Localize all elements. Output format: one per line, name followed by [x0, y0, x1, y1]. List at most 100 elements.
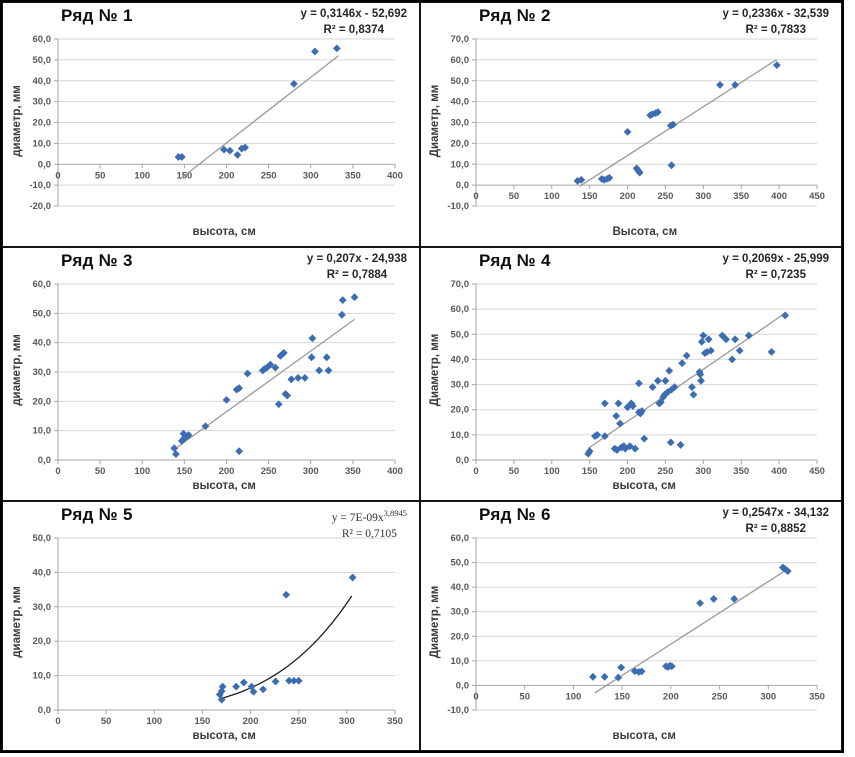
y-tick-label: 20,0 — [33, 636, 52, 647]
r-squared-text: R² = 0,8852 — [745, 523, 806, 535]
y-tick-label: 20,0 — [451, 631, 470, 642]
y-tick-label: 50,0 — [451, 329, 470, 340]
y-tick-label: 0,0 — [456, 455, 469, 466]
data-point-marker — [665, 366, 674, 375]
x-tick-label: 200 — [243, 716, 259, 727]
y-tick-label: 60,0 — [33, 34, 52, 45]
x-tick-label: 250 — [712, 691, 728, 702]
y-axis-title: диаметр, мм — [11, 84, 23, 157]
x-tick-label: 400 — [771, 191, 787, 202]
x-tick-label: 0 — [473, 691, 478, 702]
trendline — [173, 318, 355, 450]
data-point-marker — [217, 687, 226, 695]
data-point-marker — [704, 335, 713, 344]
x-tick-label: 150 — [194, 716, 210, 727]
trendline — [587, 312, 786, 449]
x-tick-label: 0 — [55, 716, 60, 727]
x-tick-label: 350 — [345, 170, 361, 181]
x-tick-label: 50 — [509, 191, 520, 202]
y-tick-label: 50,0 — [33, 308, 52, 319]
equation-text: y = 0,2336x - 32,539 — [722, 8, 829, 20]
y-tick-label: 20,0 — [33, 118, 52, 129]
x-axis-title: Высота, см — [612, 226, 678, 238]
equation-text: y = 0,3146x - 52,692 — [300, 8, 407, 20]
x-tick-label: 50 — [95, 466, 106, 477]
data-point-marker — [243, 369, 252, 378]
data-point-marker — [648, 383, 657, 391]
data-point-marker — [697, 376, 705, 385]
data-point-marker — [220, 145, 228, 154]
data-point-marker — [660, 390, 669, 399]
x-axis-title: высота, см — [612, 730, 676, 742]
data-point-marker — [767, 347, 776, 356]
data-point-marker — [631, 444, 640, 453]
data-point-marker — [617, 663, 626, 672]
data-point-marker — [744, 331, 753, 340]
data-point-marker — [283, 391, 292, 400]
data-point-marker — [605, 173, 614, 182]
data-point-marker — [696, 599, 704, 608]
data-point-marker — [233, 150, 242, 159]
scatter-plot: 70,0 60,0 50,0 40,0 30,0 20,0 10,0 0,0 0 50 100 150… — [451, 279, 825, 477]
y-tick-label: -20,0 — [29, 201, 51, 212]
chart-title: Ряд № 5 — [61, 505, 133, 524]
y-tick-label: 10,0 — [33, 138, 52, 149]
data-point-marker — [730, 595, 739, 603]
data-point-marker — [682, 351, 691, 360]
x-tick-label: 100 — [146, 716, 162, 727]
x-tick-label: 100 — [565, 691, 581, 702]
data-point-marker — [263, 363, 271, 372]
data-point-marker — [628, 402, 637, 410]
scatter-plot: 60,0 50,0 40,0 30,0 20,0 10,0 0,0 0 50 100 150 200 2… — [33, 279, 403, 477]
x-tick-label: 0 — [55, 170, 60, 181]
x-tick-label: 200 — [219, 466, 235, 477]
x-tick-label: 0 — [55, 466, 60, 477]
x-tick-label: 400 — [771, 466, 787, 477]
y-tick-label: 30,0 — [451, 607, 470, 618]
data-point-marker — [653, 376, 662, 385]
data-point-marker — [600, 399, 609, 408]
y-tick-label: 10,0 — [451, 430, 470, 441]
data-point-marker — [294, 373, 303, 382]
chart-panel: Ряд № 5 y = 7E-09x3,8945 R² = 0,7105 50,0 40… — [2, 501, 420, 751]
data-point-marker — [232, 682, 241, 691]
r-squared-text: R² = 0,7833 — [745, 24, 806, 36]
data-point-marker — [338, 310, 346, 319]
y-tick-label: 60,0 — [33, 279, 52, 290]
x-tick-label: 250 — [658, 191, 674, 202]
x-axis-title: высота, см — [192, 226, 256, 238]
y-tick-label: 40,0 — [451, 582, 470, 593]
data-point-marker — [688, 383, 696, 391]
y-tick-label: 10,0 — [451, 159, 470, 170]
data-point-marker — [589, 672, 597, 681]
x-tick-label: 50 — [101, 716, 112, 727]
chart-title: Ряд № 4 — [479, 251, 551, 270]
data-point-marker — [324, 366, 333, 375]
data-point-marker — [577, 176, 586, 184]
scatter-plot: 70,0 60,0 50,0 40,0 30,0 20,0 10,0 0,0 -10,0 0 50 1… — [447, 34, 825, 212]
data-point-marker — [201, 422, 210, 431]
data-point-marker — [640, 434, 649, 443]
y-tick-label: 20,0 — [33, 396, 52, 407]
data-point-marker — [593, 430, 602, 439]
x-tick-label: 100 — [544, 466, 560, 477]
data-point-marker — [616, 419, 624, 428]
x-tick-label: 250 — [291, 716, 307, 727]
data-point-marker — [667, 385, 676, 394]
data-point-marker — [699, 331, 708, 340]
equation-text: y = 0,2547x - 34,132 — [722, 507, 829, 519]
data-point-marker — [287, 375, 296, 384]
trendline — [594, 568, 789, 694]
data-point-marker — [338, 296, 347, 305]
data-point-marker — [235, 447, 244, 456]
data-point-marker — [772, 61, 781, 69]
x-tick-label: 100 — [134, 466, 150, 477]
x-tick-label: 350 — [733, 466, 749, 477]
x-tick-label: 300 — [303, 466, 319, 477]
y-tick-label: -10,0 — [447, 705, 469, 716]
r-squared-text: R² = 0,7235 — [745, 269, 806, 281]
data-point-marker — [271, 363, 280, 372]
x-tick-label: 50 — [519, 691, 530, 702]
